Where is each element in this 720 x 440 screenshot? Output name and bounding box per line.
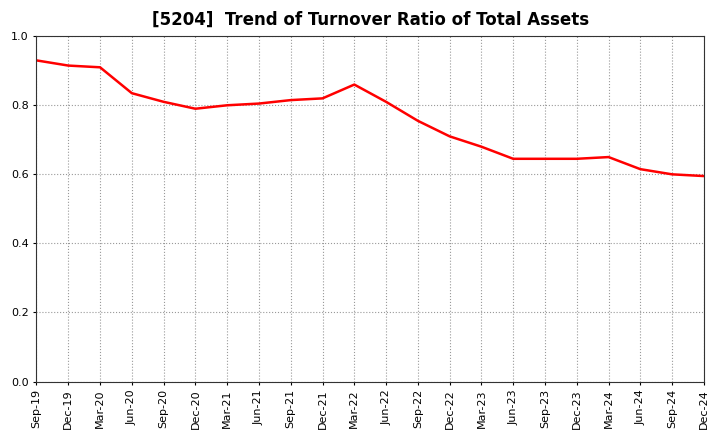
- Title: [5204]  Trend of Turnover Ratio of Total Assets: [5204] Trend of Turnover Ratio of Total …: [152, 11, 589, 29]
